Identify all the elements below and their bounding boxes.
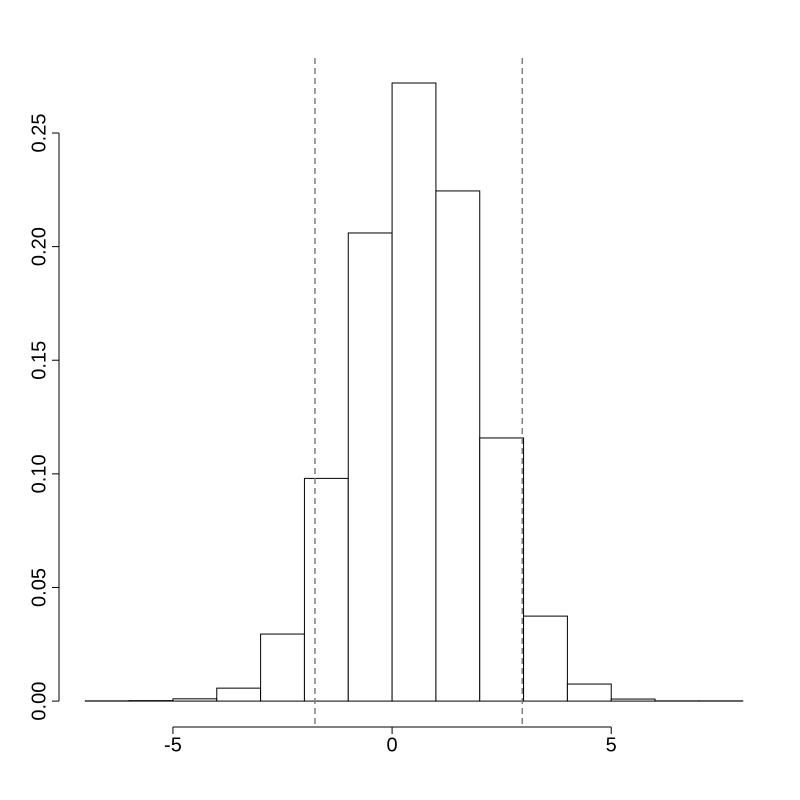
bar <box>610 698 656 702</box>
y-tick-label: 0.10 <box>28 454 50 493</box>
bar <box>391 82 437 702</box>
y-tick-label: 0.20 <box>28 227 50 266</box>
bar <box>172 698 218 702</box>
bar <box>435 190 481 702</box>
bar <box>566 683 612 702</box>
bar <box>347 232 393 702</box>
bar <box>303 477 349 702</box>
y-tick-label: 0.05 <box>28 568 50 607</box>
y-tick-label: 0.15 <box>28 341 50 380</box>
bar <box>216 687 262 702</box>
y-tick-label: 0.00 <box>28 682 50 721</box>
x-tick-label: 5 <box>606 734 617 756</box>
x-tick-label: -5 <box>164 734 182 756</box>
x-tick-label: 0 <box>387 734 398 756</box>
bar <box>260 633 305 702</box>
y-tick-label: 0.25 <box>28 114 50 153</box>
bar <box>479 437 525 702</box>
bar <box>523 615 568 702</box>
